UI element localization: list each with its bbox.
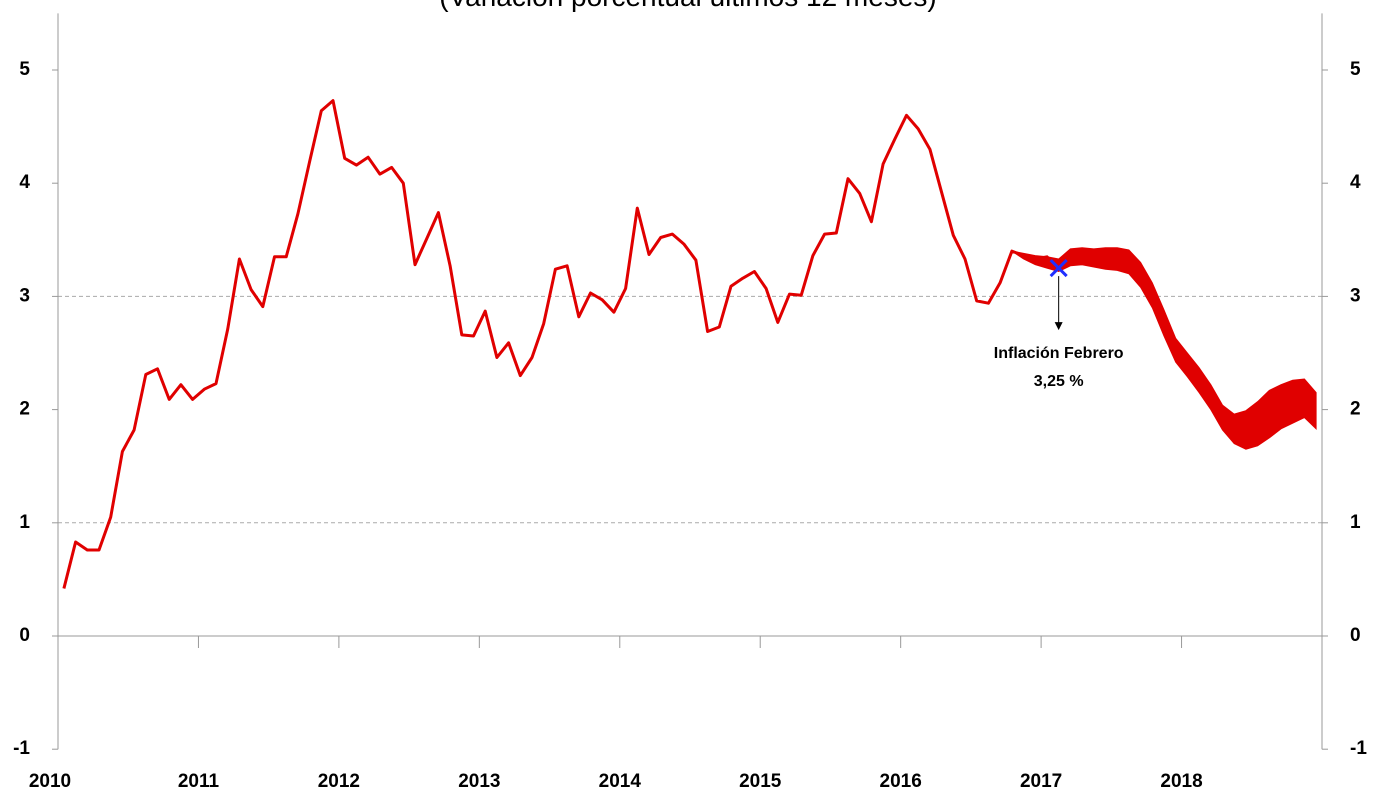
- y-tick-label: 2: [19, 399, 30, 420]
- x-tick-label: 2016: [880, 771, 922, 792]
- y-tick-label: 1: [19, 512, 30, 533]
- y2-tick-label: 1: [1350, 512, 1361, 533]
- y2-tick-label: 5: [1350, 59, 1361, 80]
- x-tick-label: 2010: [29, 771, 71, 792]
- x-tick-label: 2015: [739, 771, 782, 792]
- y-tick-label: 0: [19, 625, 30, 646]
- y2-tick-label: 3: [1350, 285, 1361, 306]
- y-tick-label: 3: [19, 285, 30, 306]
- x-tick-label: 2018: [1160, 771, 1202, 792]
- annotation-text: 3,25 %: [1034, 373, 1084, 390]
- line: [62, 99, 1060, 589]
- x-tick-label: 2011: [178, 771, 220, 792]
- annotation-arrowhead: [1054, 322, 1063, 331]
- y2-tick-label: 4: [1350, 172, 1361, 193]
- y2-tick-label: -1: [1350, 738, 1367, 759]
- x-tick-label: 2014: [599, 771, 642, 792]
- y-tick-label: 4: [19, 172, 30, 193]
- y-tick-label: 5: [19, 59, 30, 80]
- x-tick-label: 2013: [458, 771, 500, 792]
- highlight-marker: [1049, 259, 1068, 278]
- forecast-band: [1011, 247, 1317, 450]
- y2-tick-label: 2: [1350, 399, 1361, 420]
- y-tick-label: -1: [13, 738, 30, 759]
- annotation-text: Inflación Febrero: [994, 345, 1124, 362]
- y2-tick-label: 0: [1350, 625, 1361, 646]
- chart-subtitle: (Variación porcentual últimos 12 meses): [439, 0, 936, 12]
- x-tick-label: 2012: [318, 771, 360, 792]
- x-tick-label: 2017: [1020, 771, 1062, 792]
